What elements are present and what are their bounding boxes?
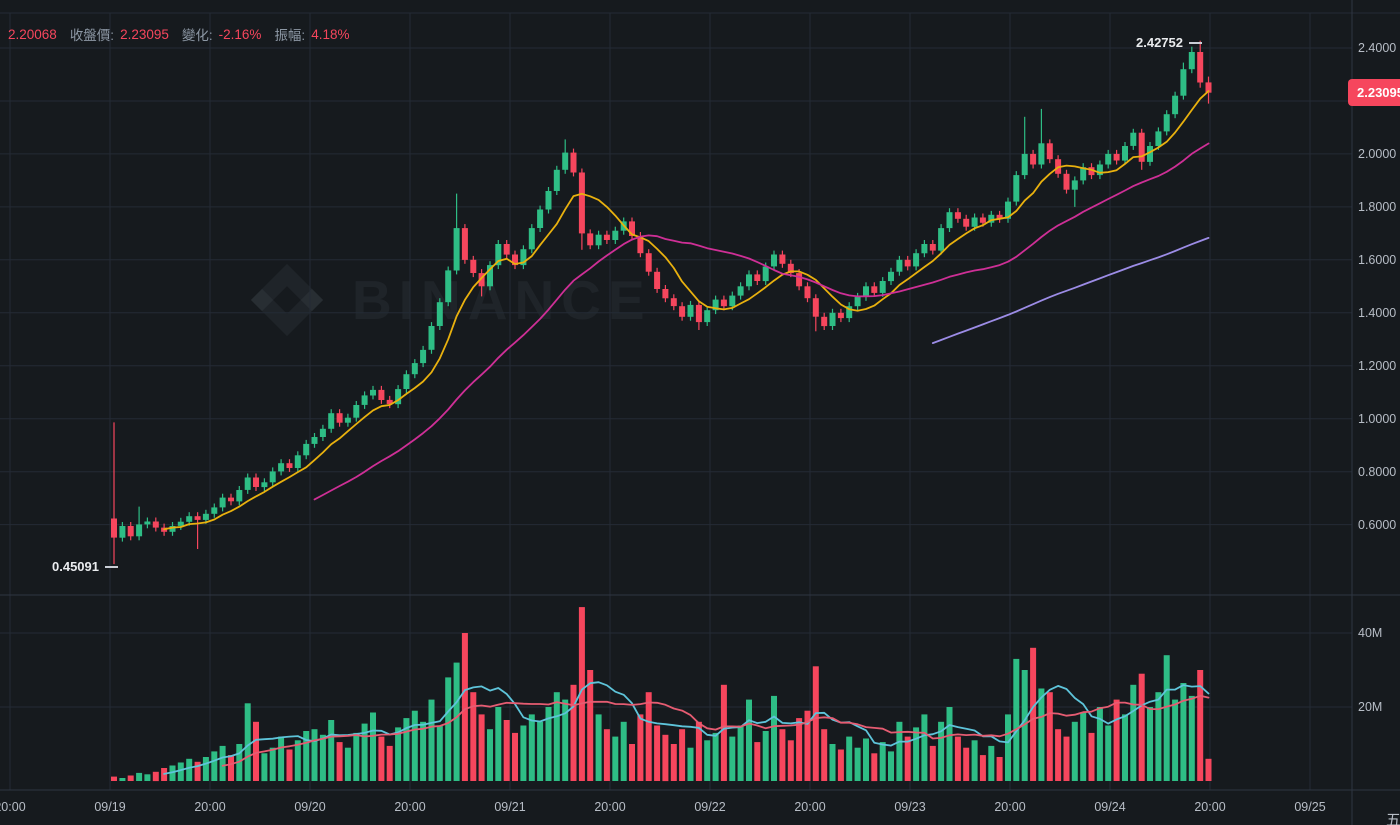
ma99-line — [931, 236, 1210, 345]
low-marker-dash-icon — [105, 565, 118, 568]
legend-open-value: 2.20068 — [8, 26, 57, 42]
time-tick-label: 09/25 — [1294, 800, 1326, 814]
time-tick-label: 20:00 — [394, 800, 426, 814]
volume-tick-label: 20M — [1358, 700, 1383, 714]
legend-amplitude-value: 4.18% — [311, 26, 350, 42]
time-tick-label: 09/20 — [294, 800, 326, 814]
ma25-line — [313, 142, 1210, 501]
time-tick-label: 09/19 — [94, 800, 126, 814]
price-tick-label: 1.0000 — [1358, 412, 1397, 426]
price-tick-label: 1.6000 — [1358, 253, 1397, 267]
high-price-marker: 2.42752 — [1136, 35, 1202, 50]
low-price-marker: 0.45091 — [52, 559, 118, 574]
price-tick-label: 0.6000 — [1358, 518, 1397, 532]
low-price-label: 0.45091 — [52, 559, 99, 574]
candles — [111, 40, 1212, 565]
last-price-badge-value: 2.23095 — [1357, 85, 1400, 100]
legend-change-value: -2.16% — [218, 26, 262, 42]
time-tick-label: 09/22 — [694, 800, 726, 814]
time-tick-label: 20:00 — [794, 800, 826, 814]
legend-change-label: 變化: — [181, 28, 213, 43]
price-tick-label: 0.8000 — [1358, 465, 1397, 479]
ma7-line — [163, 90, 1210, 531]
time-tick-label: 20:00 — [0, 800, 26, 814]
price-tick-label: 2.4000 — [1358, 41, 1397, 55]
time-tick-label: 09/24 — [1094, 800, 1126, 814]
time-tick-label: 20:00 — [994, 800, 1026, 814]
time-tick-label: 09/21 — [494, 800, 526, 814]
legend-close-label: 收盤價: — [69, 28, 115, 43]
price-tick-label: 1.8000 — [1358, 200, 1397, 214]
volume-bars — [111, 607, 1212, 782]
high-marker-dash-icon — [1189, 41, 1202, 44]
volma7-line — [163, 681, 1210, 775]
high-price-label: 2.42752 — [1136, 35, 1183, 50]
price-tick-label: 2.0000 — [1358, 147, 1397, 161]
time-tick-label: 20:00 — [1194, 800, 1226, 814]
legend-close-value: 2.23095 — [120, 26, 169, 42]
time-tick-label: 20:00 — [594, 800, 626, 814]
price-tick-label: 1.2000 — [1358, 359, 1397, 373]
price-tick-label: 1.4000 — [1358, 306, 1397, 320]
legend-amplitude-label: 振幅: — [274, 28, 306, 43]
time-tick-label: 09/23 — [894, 800, 926, 814]
ohlc-legend: 2.20068 收盤價: 2.23095 變化: -2.16% 振幅: 4.18… — [8, 24, 349, 44]
volume-tick-label: 40M — [1358, 626, 1383, 640]
volma14-line — [221, 694, 1210, 767]
time-tick-label: 20:00 — [194, 800, 226, 814]
last-price-badge: 2.23095 — [1348, 79, 1400, 106]
weekday-glyph: 五 — [1386, 812, 1400, 825]
